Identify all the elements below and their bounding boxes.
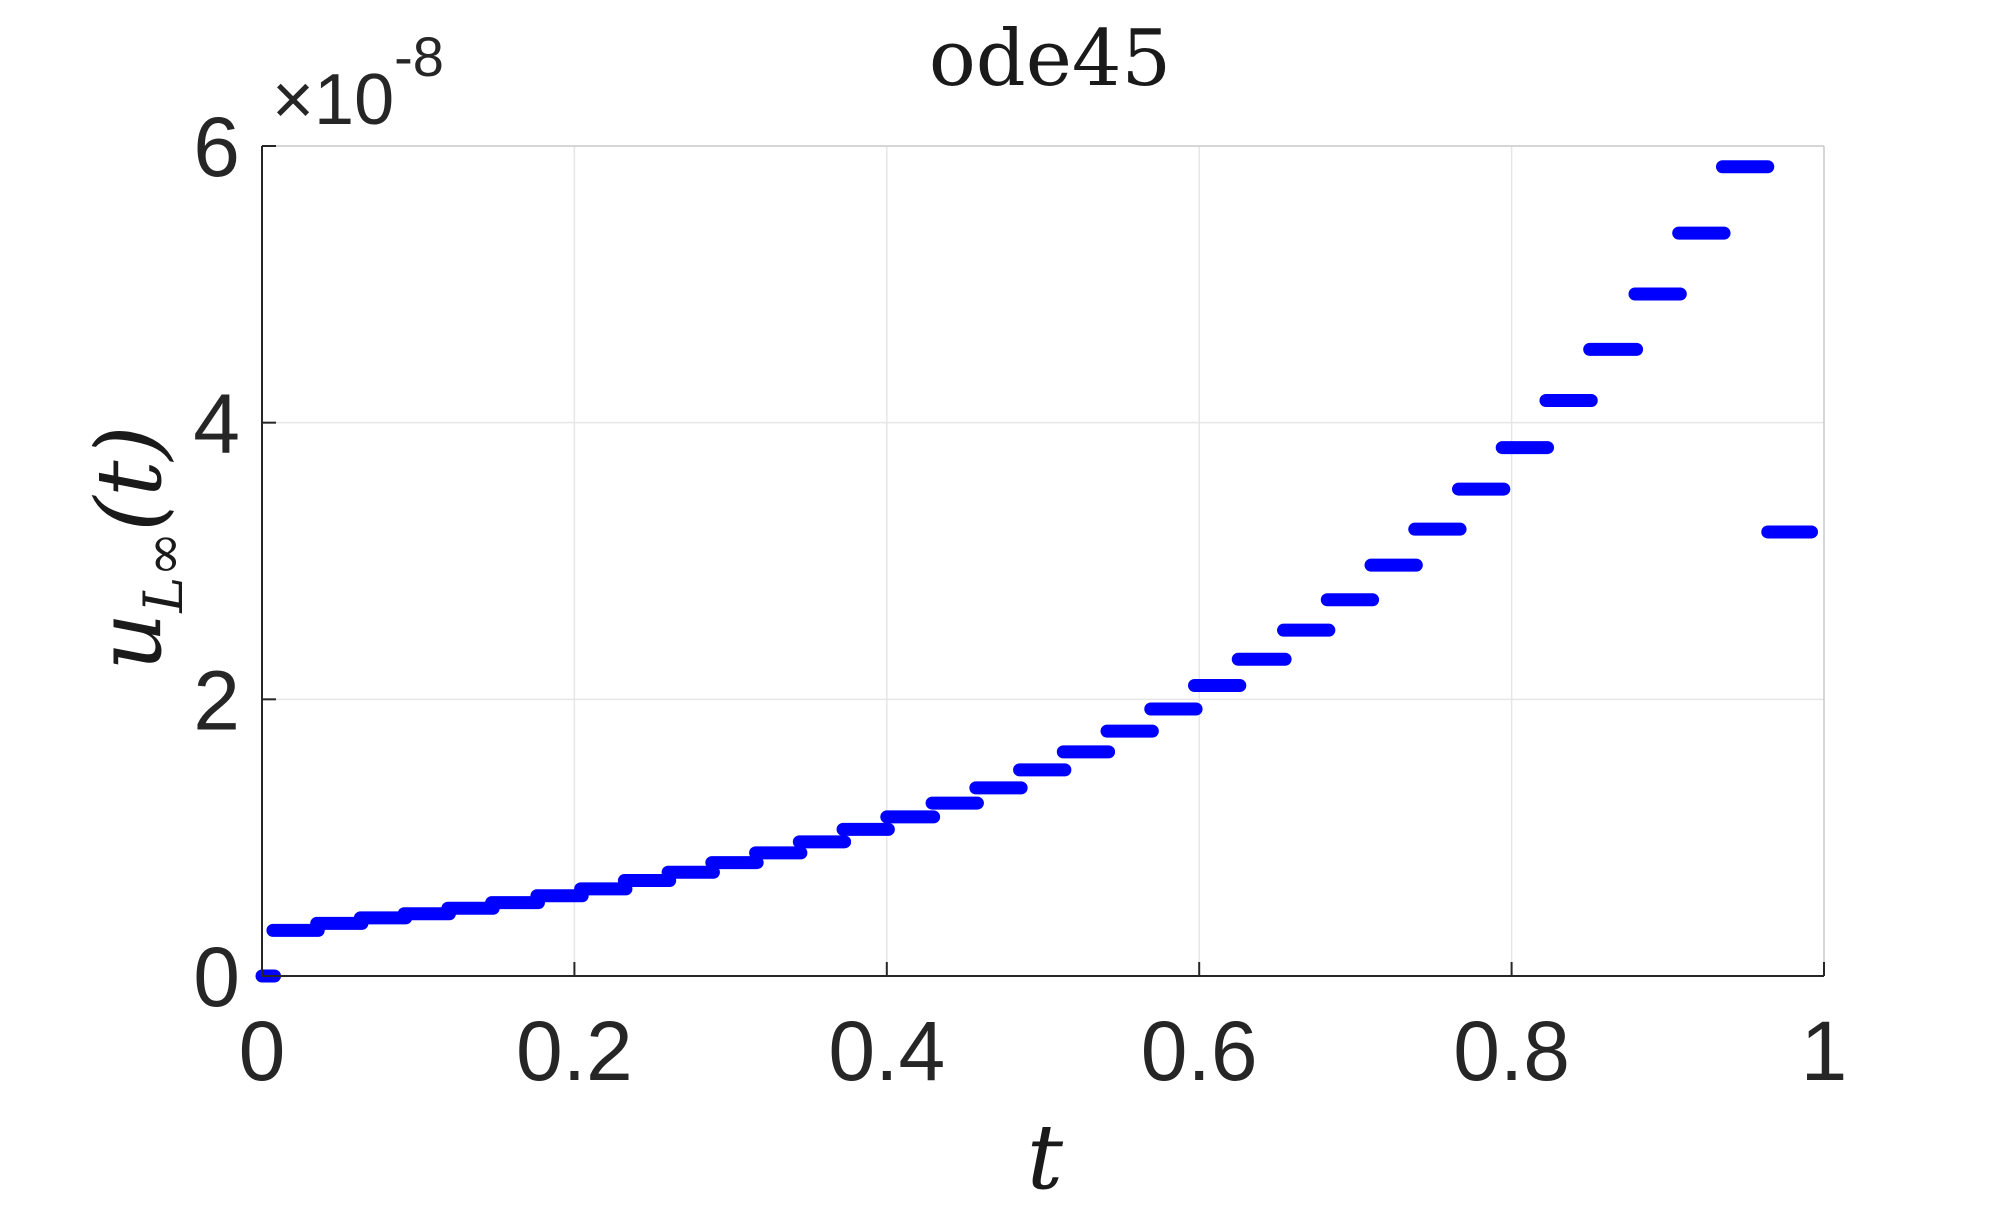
svg-text:×10-8: ×10-8 — [272, 25, 444, 140]
y-tick-label: 6 — [193, 100, 240, 194]
plot-area — [262, 146, 1824, 976]
y-axis-label: uL∞(t) — [77, 425, 195, 670]
y-tick-label: 4 — [193, 377, 240, 471]
y-exponent-label: ×10-8 — [272, 25, 444, 140]
y-exponent-base: ×10 — [272, 60, 394, 140]
x-axis-label: t — [1027, 1105, 1064, 1210]
y-tick-labels: 0 2 4 6 — [193, 100, 240, 1024]
x-tick-label: 1 — [1801, 1004, 1848, 1098]
x-tick-label: 0.2 — [516, 1004, 633, 1098]
y-tick-label: 0 — [193, 930, 240, 1024]
y-axis-label-argument: (t) — [77, 425, 182, 531]
x-tick-label: 0.6 — [1141, 1004, 1258, 1098]
x-tick-label: 0 — [239, 1004, 286, 1098]
x-tick-labels: 0 0.2 0.4 0.6 0.8 1 — [239, 1004, 1848, 1098]
chart-title: ode45 — [929, 14, 1171, 104]
y-axis-label-subscript: L∞ — [132, 532, 195, 614]
svg-text:uL∞(t): uL∞(t) — [77, 425, 195, 670]
y-axis-label-base: u — [77, 613, 182, 671]
y-exponent-power: -8 — [394, 25, 444, 88]
y-tick-label: 2 — [193, 653, 240, 747]
axes — [261, 145, 1825, 977]
x-tick-label: 0.8 — [1453, 1004, 1570, 1098]
x-tick-label: 0.4 — [828, 1004, 945, 1098]
